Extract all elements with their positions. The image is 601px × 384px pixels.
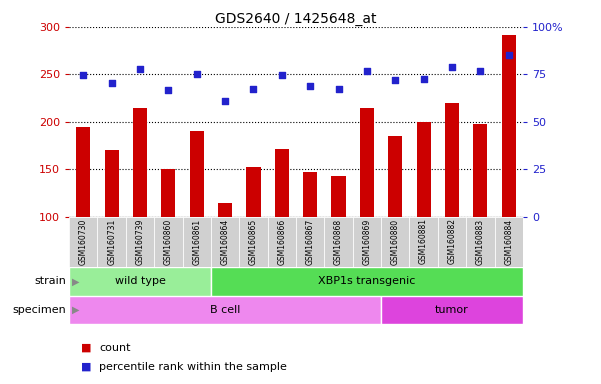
Text: specimen: specimen: [13, 305, 66, 315]
Bar: [473, 124, 487, 217]
Text: B cell: B cell: [210, 305, 240, 315]
Bar: [154, 217, 183, 267]
Text: GSM160866: GSM160866: [277, 218, 286, 265]
Text: GSM160731: GSM160731: [107, 218, 116, 265]
Bar: [296, 217, 325, 267]
Bar: [76, 127, 90, 217]
Text: GSM160739: GSM160739: [135, 218, 144, 265]
Text: GSM160861: GSM160861: [192, 218, 201, 265]
Text: GSM160882: GSM160882: [448, 218, 457, 265]
Point: [504, 52, 513, 58]
Bar: [183, 217, 211, 267]
Bar: [190, 131, 204, 217]
Text: tumor: tumor: [435, 305, 469, 315]
Text: GSM160864: GSM160864: [221, 218, 230, 265]
Bar: [69, 267, 211, 296]
Bar: [211, 267, 523, 296]
Bar: [502, 35, 516, 217]
Text: GSM160865: GSM160865: [249, 218, 258, 265]
Bar: [325, 217, 353, 267]
Bar: [445, 103, 459, 217]
Text: wild type: wild type: [115, 276, 165, 286]
Bar: [126, 217, 154, 267]
Text: GSM160880: GSM160880: [391, 218, 400, 265]
Point: [305, 83, 315, 89]
Text: GSM160884: GSM160884: [504, 218, 513, 265]
Bar: [381, 217, 409, 267]
Bar: [133, 108, 147, 217]
Point: [221, 98, 230, 104]
Bar: [267, 217, 296, 267]
Text: GSM160881: GSM160881: [419, 218, 428, 265]
Bar: [275, 149, 289, 217]
Bar: [438, 217, 466, 267]
Point: [135, 66, 145, 72]
Point: [447, 64, 457, 70]
Text: GSM160869: GSM160869: [362, 218, 371, 265]
Point: [192, 71, 201, 78]
Text: ■: ■: [81, 343, 91, 353]
Text: GSM160883: GSM160883: [476, 218, 485, 265]
Bar: [303, 172, 317, 217]
Text: GSM160868: GSM160868: [334, 218, 343, 265]
Point: [391, 77, 400, 83]
Point: [107, 80, 117, 86]
Text: GSM160730: GSM160730: [79, 218, 88, 265]
Bar: [416, 122, 431, 217]
Point: [475, 68, 485, 74]
Text: GSM160867: GSM160867: [306, 218, 315, 265]
Text: percentile rank within the sample: percentile rank within the sample: [99, 362, 287, 372]
Bar: [211, 217, 239, 267]
Text: count: count: [99, 343, 130, 353]
Text: ▶: ▶: [72, 305, 79, 315]
Text: GDS2640 / 1425648_at: GDS2640 / 1425648_at: [215, 12, 377, 25]
Text: strain: strain: [34, 276, 66, 286]
Text: ■: ■: [81, 362, 91, 372]
Point: [249, 86, 258, 92]
Bar: [246, 167, 261, 217]
Point: [79, 72, 88, 78]
Bar: [360, 108, 374, 217]
Bar: [466, 217, 495, 267]
Point: [334, 86, 343, 92]
Bar: [97, 217, 126, 267]
Point: [277, 72, 287, 78]
Bar: [239, 217, 267, 267]
Point: [362, 68, 371, 74]
Bar: [409, 217, 438, 267]
Text: ▶: ▶: [72, 276, 79, 286]
Bar: [388, 136, 402, 217]
Bar: [353, 217, 381, 267]
Point: [163, 86, 173, 93]
Bar: [381, 296, 523, 324]
Text: GSM160860: GSM160860: [164, 218, 173, 265]
Bar: [69, 217, 97, 267]
Bar: [105, 151, 119, 217]
Bar: [69, 296, 381, 324]
Point: [419, 76, 429, 82]
Text: XBP1s transgenic: XBP1s transgenic: [318, 276, 415, 286]
Bar: [495, 217, 523, 267]
Bar: [331, 176, 346, 217]
Bar: [218, 203, 232, 217]
Bar: [161, 169, 175, 217]
